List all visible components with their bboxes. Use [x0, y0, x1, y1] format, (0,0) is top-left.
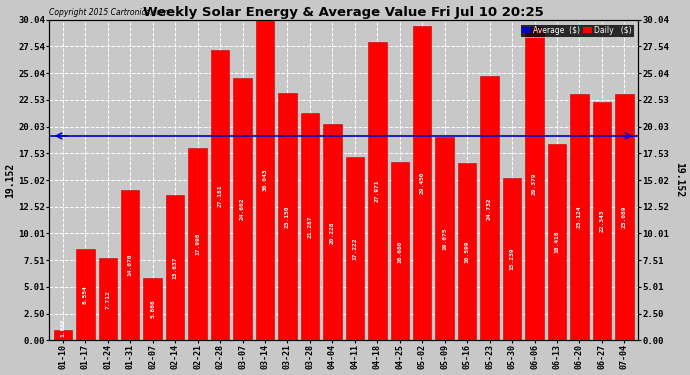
Text: 24.602: 24.602	[240, 198, 245, 220]
Bar	[570, 93, 589, 340]
Text: 29.450: 29.450	[420, 172, 425, 194]
Bar	[54, 330, 72, 340]
Text: 23.124: 23.124	[577, 206, 582, 228]
Text: 16.680: 16.680	[397, 240, 402, 262]
Bar	[615, 94, 633, 340]
Text: Copyright 2015 Cartronics.com: Copyright 2015 Cartronics.com	[50, 8, 169, 16]
Title: Weekly Solar Energy & Average Value Fri Jul 10 20:25: Weekly Solar Energy & Average Value Fri …	[144, 6, 544, 18]
Text: 30.043: 30.043	[262, 169, 268, 191]
Bar	[144, 278, 162, 340]
Bar	[256, 20, 274, 340]
Bar	[76, 249, 95, 340]
Text: 17.998: 17.998	[195, 233, 200, 255]
Text: 23.089: 23.089	[622, 206, 627, 228]
Y-axis label: 19.152: 19.152	[6, 162, 16, 198]
Bar	[121, 190, 139, 340]
Y-axis label: 19.152: 19.152	[674, 162, 684, 198]
Bar	[188, 148, 207, 340]
Bar	[503, 178, 521, 340]
Bar	[391, 162, 409, 340]
Text: 22.343: 22.343	[600, 210, 604, 232]
Bar	[323, 124, 342, 340]
Bar	[368, 42, 386, 340]
Text: 19.075: 19.075	[442, 227, 447, 250]
Text: 15.239: 15.239	[510, 248, 515, 270]
Bar	[435, 137, 454, 340]
Bar	[346, 156, 364, 340]
Text: 1.006: 1.006	[60, 318, 66, 337]
Text: 5.866: 5.866	[150, 300, 155, 318]
Bar	[233, 78, 252, 340]
Text: 14.070: 14.070	[128, 254, 132, 276]
Text: 18.418: 18.418	[555, 231, 560, 253]
Text: 21.287: 21.287	[308, 216, 313, 238]
Bar	[211, 50, 229, 340]
Text: 27.181: 27.181	[217, 184, 223, 207]
Text: 20.228: 20.228	[330, 221, 335, 244]
Bar	[525, 27, 544, 340]
Bar	[413, 26, 431, 340]
Legend: Average  ($), Daily   ($): Average ($), Daily ($)	[520, 24, 634, 37]
Bar	[458, 163, 476, 340]
Bar	[278, 93, 297, 340]
Bar	[593, 102, 611, 340]
Text: 16.599: 16.599	[464, 240, 470, 263]
Text: 24.732: 24.732	[487, 197, 492, 220]
Text: 8.554: 8.554	[83, 285, 88, 304]
Text: 17.222: 17.222	[353, 237, 357, 260]
Bar	[99, 258, 117, 340]
Text: 27.971: 27.971	[375, 180, 380, 202]
Text: 29.379: 29.379	[532, 172, 537, 195]
Text: 7.712: 7.712	[106, 290, 110, 309]
Bar	[301, 113, 319, 340]
Text: 23.150: 23.150	[285, 206, 290, 228]
Bar	[166, 195, 184, 340]
Text: 13.637: 13.637	[172, 256, 177, 279]
Bar	[480, 76, 499, 340]
Bar	[548, 144, 566, 340]
